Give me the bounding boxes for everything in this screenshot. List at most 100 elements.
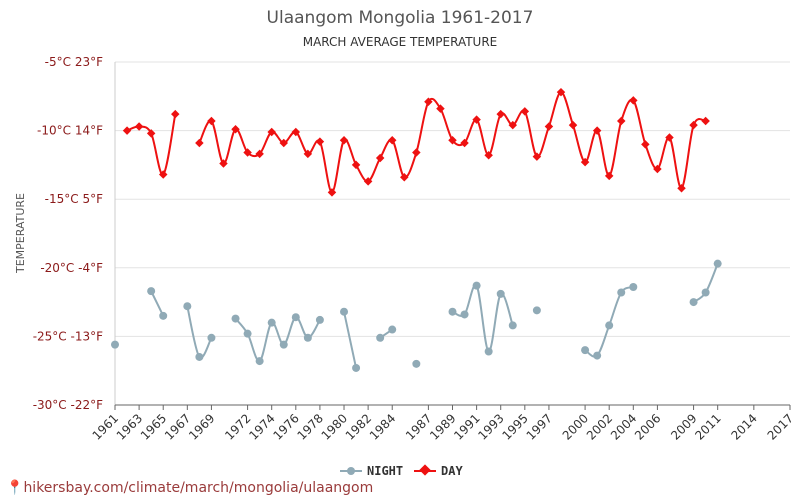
x-tick-label: 1965 — [138, 411, 169, 442]
day-data-point[interactable] — [641, 140, 650, 149]
night-data-point[interactable] — [472, 281, 481, 290]
night-data-point[interactable] — [291, 313, 300, 322]
day-data-point[interactable] — [219, 159, 228, 168]
x-tick-label: 2000 — [560, 411, 591, 442]
night-data-point[interactable] — [713, 259, 722, 268]
night-data-point[interactable] — [195, 352, 204, 361]
day-data-point[interactable] — [122, 126, 132, 135]
night-data-point[interactable] — [231, 314, 240, 323]
watermark-link[interactable]: 📍hikersbay.com/climate/march/mongolia/ul… — [6, 480, 373, 496]
x-tick-label: 2006 — [632, 411, 663, 442]
day-data-point[interactable] — [303, 149, 313, 159]
series-line-night — [343, 311, 358, 369]
x-tick-label: 2002 — [584, 411, 615, 442]
chart-title: Ulaangom Mongolia 1961-2017 — [267, 8, 534, 28]
day-data-point[interactable] — [689, 120, 698, 130]
day-data-point[interactable] — [424, 97, 433, 107]
night-data-point[interactable] — [352, 363, 361, 372]
night-data-point[interactable] — [303, 333, 312, 342]
day-data-point[interactable] — [484, 151, 493, 160]
day-data-point[interactable] — [171, 109, 180, 119]
location-pin-icon: 📍 — [6, 480, 24, 496]
night-data-point[interactable] — [593, 351, 602, 360]
night-data-point[interactable] — [532, 306, 541, 315]
night-data-point[interactable] — [279, 340, 288, 349]
night-data-point[interactable] — [496, 289, 505, 298]
night-data-point[interactable] — [315, 315, 324, 324]
day-data-point[interactable] — [195, 138, 204, 148]
x-tick-label: 1974 — [246, 411, 277, 442]
day-data-point[interactable] — [508, 120, 518, 130]
legend-item-day[interactable]: DAY — [414, 464, 463, 478]
night-data-point[interactable] — [267, 318, 276, 327]
night-data-point[interactable] — [340, 307, 349, 316]
night-data-point[interactable] — [484, 347, 493, 356]
x-tick-label: 1989 — [427, 411, 458, 442]
day-data-point[interactable] — [568, 120, 578, 130]
day-data-point[interactable] — [400, 173, 409, 182]
day-data-point[interactable] — [279, 138, 288, 148]
day-data-point[interactable] — [460, 138, 469, 148]
day-data-point[interactable] — [363, 177, 373, 186]
night-data-point[interactable] — [581, 346, 590, 355]
day-data-point[interactable] — [134, 122, 144, 131]
night-data-point[interactable] — [243, 329, 252, 338]
day-data-point[interactable] — [412, 148, 421, 157]
day-data-point[interactable] — [207, 116, 216, 126]
night-data-point[interactable] — [376, 333, 385, 342]
day-data-point[interactable] — [243, 148, 252, 157]
day-data-point[interactable] — [629, 96, 638, 105]
night-data-point[interactable] — [617, 288, 626, 297]
night-data-point[interactable] — [689, 298, 698, 307]
day-data-point[interactable] — [351, 160, 361, 170]
night-data-point[interactable] — [629, 283, 638, 292]
x-tick-label: 2011 — [692, 411, 723, 442]
day-data-point[interactable] — [146, 129, 156, 138]
day-data-point[interactable] — [544, 122, 554, 131]
day-data-point[interactable] — [267, 127, 276, 137]
night-data-point[interactable] — [701, 288, 710, 297]
night-data-point[interactable] — [255, 357, 264, 366]
day-data-point[interactable] — [496, 109, 505, 119]
x-tick-label: 2017 — [765, 411, 796, 442]
y-tick-label: -20°C -4°F — [40, 261, 103, 275]
day-data-point[interactable] — [617, 116, 626, 126]
night-data-point[interactable] — [412, 359, 421, 368]
legend-label-day: DAY — [441, 464, 463, 478]
night-data-point[interactable] — [159, 311, 168, 320]
night-data-point[interactable] — [388, 325, 397, 334]
night-data-point[interactable] — [508, 321, 517, 330]
legend-item-night[interactable]: NIGHT — [340, 464, 403, 478]
day-data-point[interactable] — [315, 137, 325, 146]
x-tick-label: 1991 — [451, 411, 482, 442]
night-data-point[interactable] — [147, 287, 156, 296]
night-data-point[interactable] — [207, 333, 216, 342]
night-data-point[interactable] — [448, 307, 457, 316]
night-data-point[interactable] — [605, 321, 614, 330]
day-data-point[interactable] — [255, 149, 264, 159]
series-line-day — [126, 113, 177, 176]
axes: -5°C 23°F -10°C 14°F -15°C 5°F -20°C -4°F -2… — [33, 55, 796, 443]
day-data-point[interactable] — [291, 127, 301, 137]
x-tick-label: 1997 — [524, 411, 555, 442]
x-tick-label: 1995 — [499, 411, 530, 442]
day-data-point[interactable] — [375, 153, 385, 163]
day-data-point[interactable] — [387, 135, 397, 145]
series-line-night — [150, 290, 165, 317]
night-data-point[interactable] — [460, 310, 469, 319]
night-data-point[interactable] — [111, 340, 119, 349]
day-data-point[interactable] — [701, 116, 710, 126]
day-data-point[interactable] — [231, 124, 240, 134]
day-data-point[interactable] — [436, 104, 445, 113]
day-data-point[interactable] — [472, 115, 481, 124]
day-data-point[interactable] — [339, 135, 349, 145]
x-tick-label: 1993 — [475, 411, 506, 442]
day-data-point[interactable] — [520, 107, 530, 116]
x-tick-label: 1972 — [222, 411, 253, 442]
day-data-point[interactable] — [327, 188, 337, 197]
legend[interactable]: NIGHT DAY — [340, 464, 463, 478]
x-tick-label: 2014 — [728, 411, 759, 442]
night-data-point[interactable] — [183, 302, 192, 311]
day-data-point[interactable] — [448, 135, 457, 145]
day-data-point[interactable] — [158, 170, 168, 179]
